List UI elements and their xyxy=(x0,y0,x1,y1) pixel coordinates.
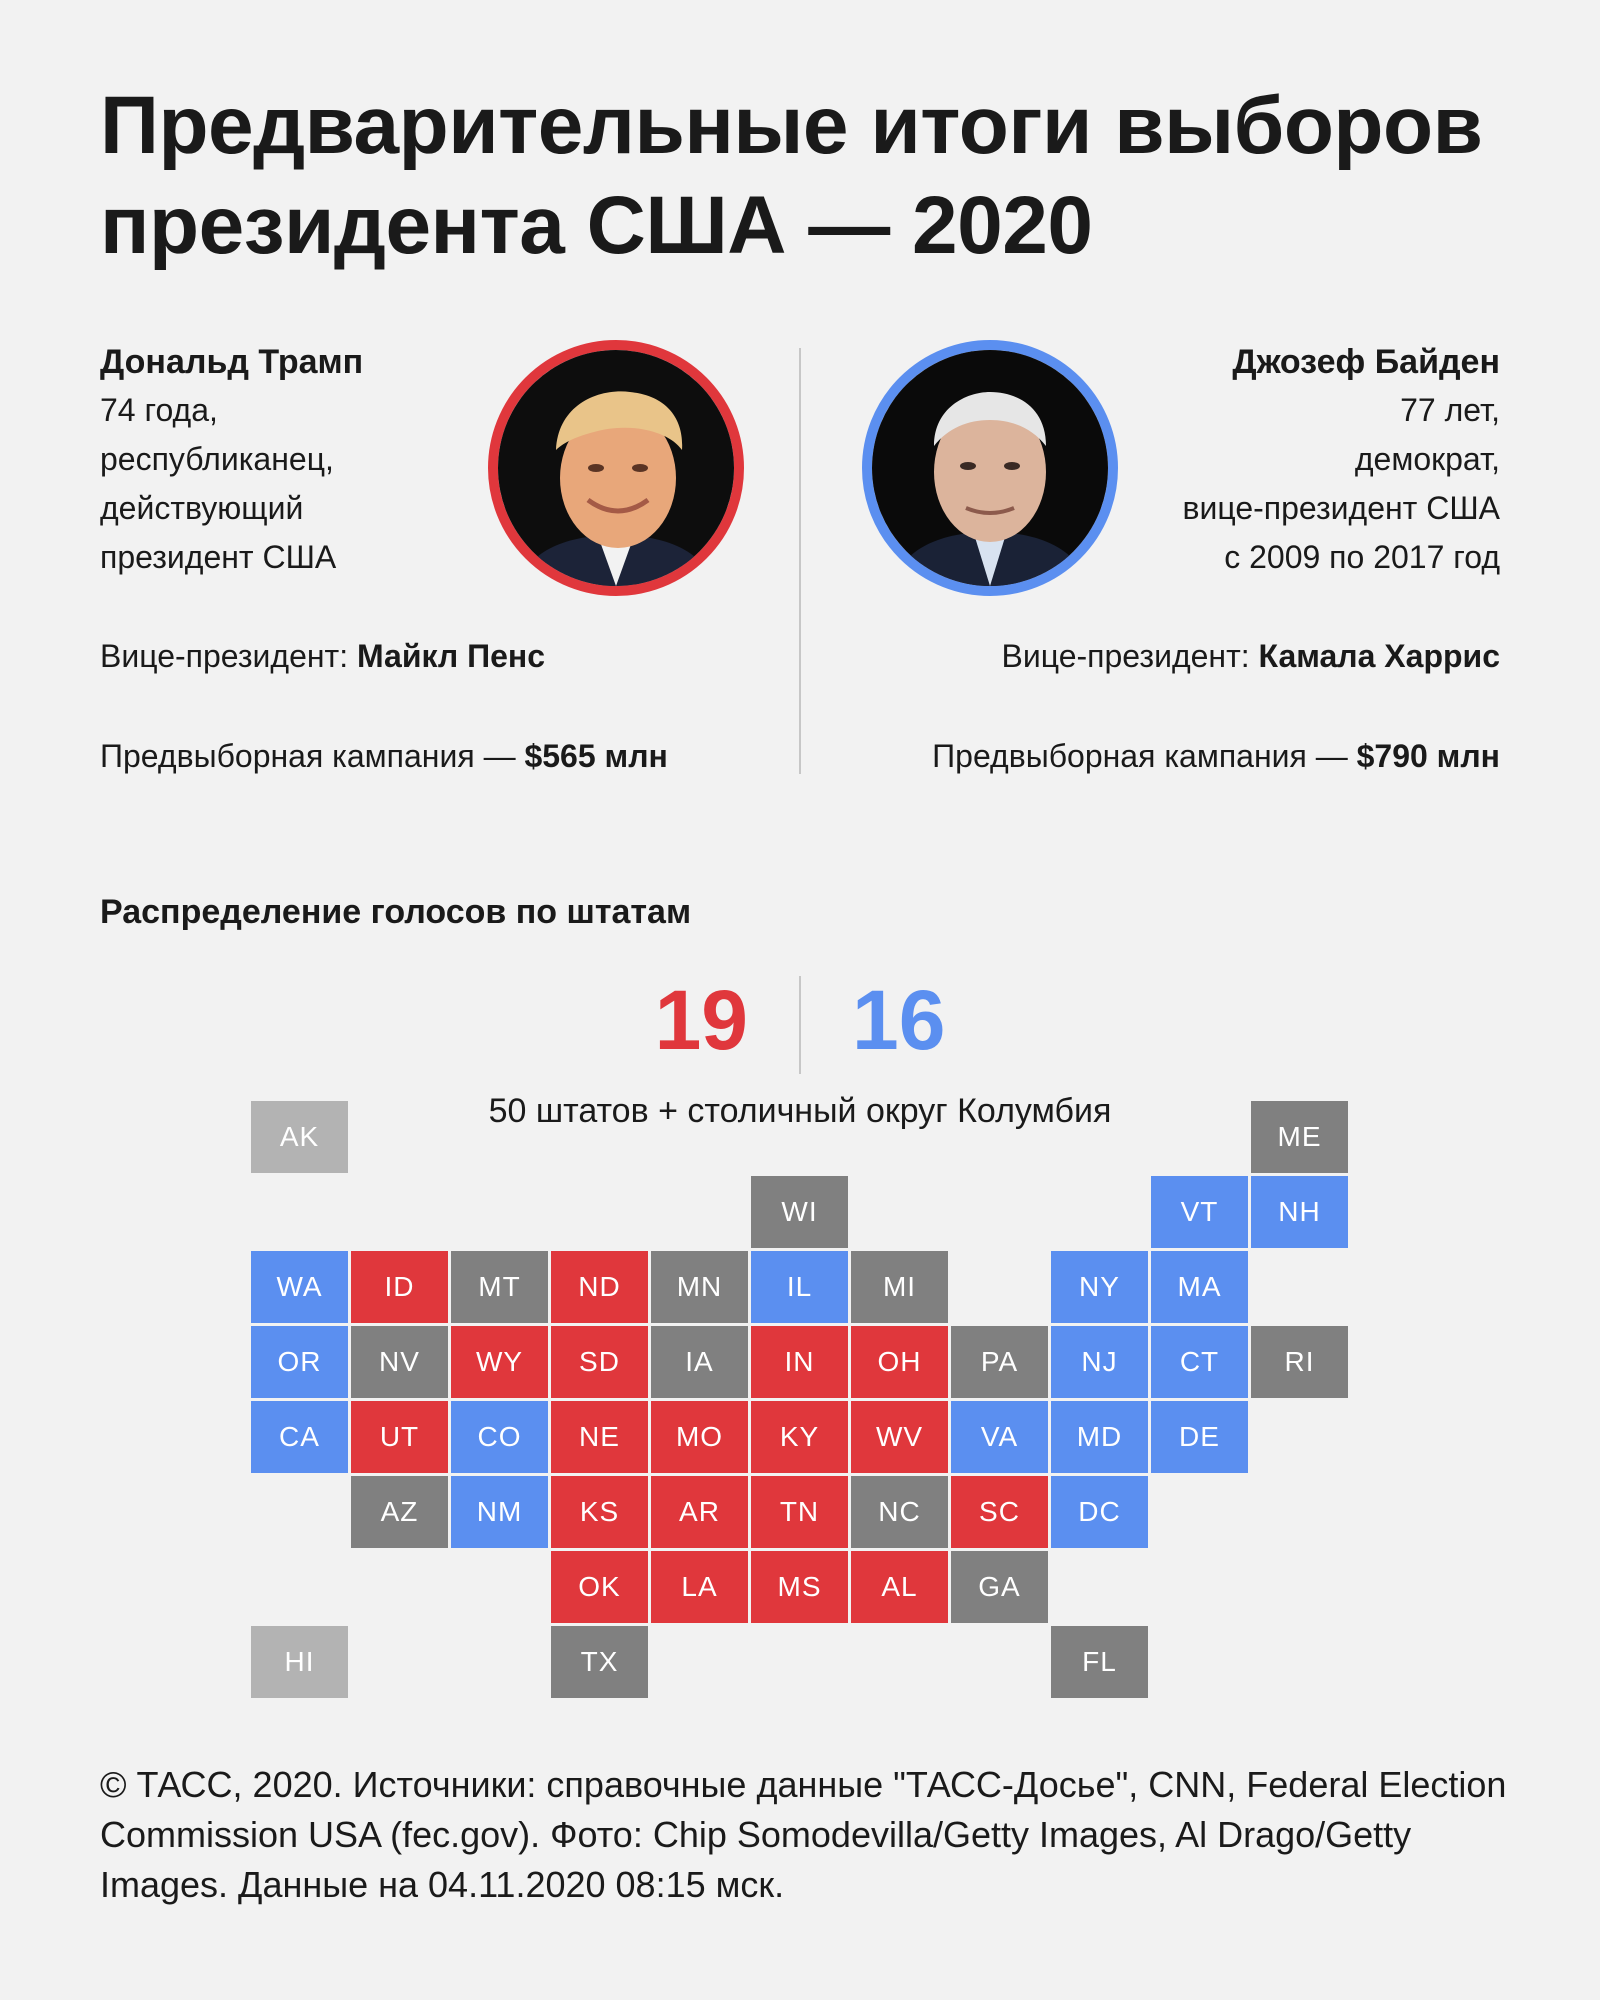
state-tile-la: LA xyxy=(651,1551,748,1623)
candidate-name: Джозеф Байден xyxy=(1232,343,1500,381)
state-tile-al: AL xyxy=(851,1551,948,1623)
state-tile-ak: AK xyxy=(251,1101,348,1173)
state-tile-vt: VT xyxy=(1151,1176,1248,1248)
candidate-biden: Джозеф Байден 77 лет, демократ, вице-пре… xyxy=(880,338,1500,780)
biden-portrait xyxy=(862,340,1118,596)
state-tile-va: VA xyxy=(951,1401,1048,1473)
state-tile-sd: SD xyxy=(551,1326,648,1398)
candidate-info-line: президент США xyxy=(100,539,337,575)
state-tile-ar: AR xyxy=(651,1476,748,1548)
state-tile-ga: GA xyxy=(951,1551,1048,1623)
state-tile-oh: OH xyxy=(851,1326,948,1398)
map-subtitle: 50 штатов + столичный округ Колумбия xyxy=(488,1092,1112,1130)
state-tile-ms: MS xyxy=(751,1551,848,1623)
candidate-info-line: демократ, xyxy=(1354,441,1500,477)
state-tile-fl: FL xyxy=(1051,1626,1148,1698)
state-tile-ne: NE xyxy=(551,1401,648,1473)
candidate-info-line: республиканец, xyxy=(100,441,334,477)
state-tile-nh: NH xyxy=(1251,1176,1348,1248)
vp-label: Вице-президент: xyxy=(100,638,357,674)
state-tile-or: OR xyxy=(251,1326,348,1398)
state-tile-tn: TN xyxy=(751,1476,848,1548)
state-tile-mi: MI xyxy=(851,1251,948,1323)
campaign-value: $790 млн xyxy=(1356,738,1500,774)
candidate-trump: Дональд Трамп 74 года, республиканец, де… xyxy=(100,338,720,780)
candidate-info-line: 77 лет, xyxy=(1400,392,1500,428)
state-tile-ks: KS xyxy=(551,1476,648,1548)
campaign-label: Предвыборная кампания — xyxy=(932,738,1357,774)
state-tile-mo: MO xyxy=(651,1401,748,1473)
vp-label: Вице-президент: xyxy=(1001,638,1259,674)
state-tile-ri: RI xyxy=(1251,1326,1348,1398)
score-divider xyxy=(799,976,801,1074)
campaign-budget: Предвыборная кампания — $565 млн xyxy=(100,732,720,780)
state-tile-ny: NY xyxy=(1051,1251,1148,1323)
state-tile-me: ME xyxy=(1251,1101,1348,1173)
state-tile-wi: WI xyxy=(751,1176,848,1248)
candidate-info-line: действующий xyxy=(100,490,304,526)
trump-photo-icon xyxy=(498,350,734,586)
state-tile-nm: NM xyxy=(451,1476,548,1548)
campaign-budget: Предвыборная кампания — $790 млн xyxy=(880,732,1500,780)
republican-score: 19 xyxy=(654,973,748,1067)
page-title: Предварительные итоги выборов президента… xyxy=(100,80,1483,271)
democrat-score: 16 xyxy=(852,973,946,1067)
state-tile-ky: KY xyxy=(751,1401,848,1473)
state-tile-id: ID xyxy=(351,1251,448,1323)
state-tile-nj: NJ xyxy=(1051,1326,1148,1398)
state-tile-wy: WY xyxy=(451,1326,548,1398)
state-tile-md: MD xyxy=(1051,1401,1148,1473)
state-tile-ma: MA xyxy=(1151,1251,1248,1323)
state-tile-ca: CA xyxy=(251,1401,348,1473)
trump-portrait xyxy=(488,340,744,596)
state-tile-az: AZ xyxy=(351,1476,448,1548)
vice-president: Вице-президент: Майкл Пенс xyxy=(100,632,720,680)
section-title: Распределение голосов по штатам xyxy=(100,893,692,931)
vp-name: Камала Харрис xyxy=(1258,638,1500,674)
state-tile-wv: WV xyxy=(851,1401,948,1473)
campaign-label: Предвыборная кампания — xyxy=(100,738,525,774)
biden-photo-icon xyxy=(872,350,1108,586)
state-tile-mt: MT xyxy=(451,1251,548,1323)
state-tile-nc: NC xyxy=(851,1476,948,1548)
campaign-value: $565 млн xyxy=(524,738,668,774)
state-tile-co: CO xyxy=(451,1401,548,1473)
candidate-info-line: с 2009 по 2017 год xyxy=(1224,539,1500,575)
state-tile-ok: OK xyxy=(551,1551,648,1623)
vp-name: Майкл Пенс xyxy=(356,638,546,674)
candidate-name: Дональд Трамп xyxy=(100,343,364,381)
state-tile-mn: MN xyxy=(651,1251,748,1323)
state-tile-il: IL xyxy=(751,1251,848,1323)
state-tile-nv: NV xyxy=(351,1326,448,1398)
state-tile-dc: DC xyxy=(1051,1476,1148,1548)
state-tile-sc: SC xyxy=(951,1476,1048,1548)
vice-president: Вице-президент: Камала Харрис xyxy=(880,632,1500,680)
state-tile-wa: WA xyxy=(251,1251,348,1323)
candidate-info-line: вице-президент США xyxy=(1182,490,1500,526)
state-tile-in: IN xyxy=(751,1326,848,1398)
footer-credits: © ТАСС, 2020. Источники: справочные данн… xyxy=(100,1764,1507,1905)
state-tile-nd: ND xyxy=(551,1251,648,1323)
candidate-info-line: 74 года, xyxy=(100,392,218,428)
state-tile-hi: HI xyxy=(251,1626,348,1698)
state-tile-tx: TX xyxy=(551,1626,648,1698)
state-tile-pa: PA xyxy=(951,1326,1048,1398)
candidate-divider xyxy=(799,348,801,774)
state-tile-de: DE xyxy=(1151,1401,1248,1473)
state-tile-ct: CT xyxy=(1151,1326,1248,1398)
state-tile-ut: UT xyxy=(351,1401,448,1473)
state-tile-ia: IA xyxy=(651,1326,748,1398)
